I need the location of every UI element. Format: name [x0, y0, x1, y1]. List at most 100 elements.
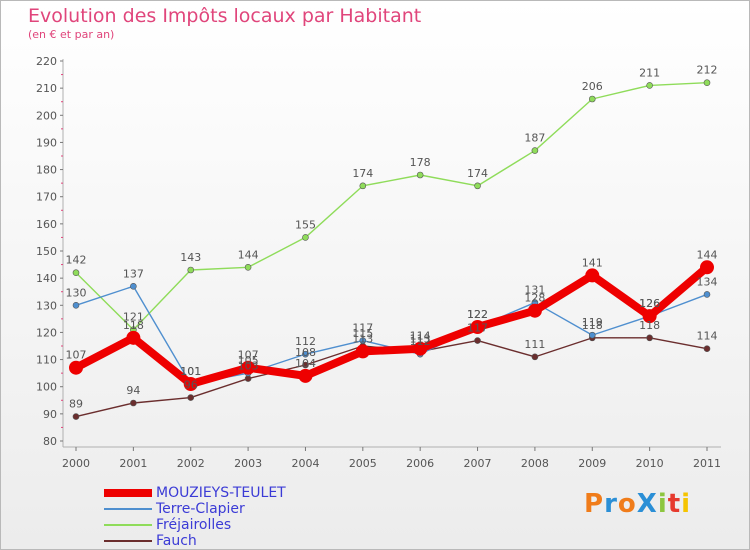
data-point	[359, 182, 367, 190]
data-label: 155	[295, 218, 316, 231]
proxiti-logo: ProXiti	[584, 489, 691, 519]
data-point	[646, 334, 653, 342]
data-point	[241, 360, 256, 375]
x-tick-label: 2001	[119, 457, 147, 470]
data-label: 108	[295, 346, 316, 359]
data-point	[531, 147, 539, 154]
data-point	[474, 337, 481, 344]
data-point	[187, 266, 195, 274]
data-label: 112	[410, 335, 431, 348]
data-point	[703, 79, 711, 87]
legend-swatch	[104, 489, 152, 497]
data-point	[298, 368, 313, 383]
data-label: 141	[582, 256, 603, 269]
data-label: 115	[352, 327, 373, 340]
data-label: 101	[180, 365, 201, 378]
logo-letter: P	[584, 489, 605, 519]
legend-item-fauch: Fauch	[104, 533, 286, 549]
data-label: 117	[467, 322, 488, 335]
data-point	[359, 337, 367, 344]
logo-letter: i	[657, 489, 668, 519]
data-label: 111	[524, 338, 545, 351]
data-label: 113	[352, 332, 373, 345]
legend-item-terre-clapier: Terre-Clapier	[104, 501, 286, 517]
logo-letter: r	[604, 489, 618, 519]
data-label: 107	[238, 349, 259, 362]
data-point	[703, 291, 711, 298]
x-tick-label: 2007	[464, 457, 492, 470]
logo-letter: X	[636, 489, 658, 519]
data-point	[703, 345, 711, 353]
data-point	[244, 263, 252, 271]
y-tick-label: 90	[43, 408, 57, 421]
data-label: 118	[123, 319, 144, 332]
logo-letter: i	[681, 489, 692, 519]
data-label: 212	[697, 64, 718, 77]
data-label: 128	[524, 292, 545, 305]
data-point	[585, 268, 600, 283]
data-point	[700, 260, 714, 275]
data-label: 101	[180, 365, 201, 378]
legend-label: Fauch	[156, 533, 197, 549]
chart-title: Evolution des Impôts locaux par Habitant	[28, 5, 422, 27]
data-point	[72, 301, 80, 309]
y-tick-label: 160	[36, 218, 57, 231]
series-line	[75, 82, 708, 331]
y-tick-label: 180	[36, 164, 57, 177]
legend-swatch	[104, 524, 152, 526]
data-point	[130, 282, 137, 290]
data-point	[642, 309, 657, 324]
data-label: 114	[697, 330, 718, 343]
x-tick-label: 2003	[234, 457, 262, 470]
y-tick-label: 220	[36, 55, 57, 68]
legend-label: Terre-Clapier	[156, 501, 245, 517]
data-label: 94	[126, 384, 140, 397]
data-label: 121	[123, 311, 144, 324]
data-point	[183, 377, 198, 391]
data-label: 178	[410, 156, 431, 169]
data-label: 143	[180, 251, 201, 264]
x-tick-label: 2002	[177, 457, 205, 470]
data-label: 103	[238, 360, 259, 373]
logo-letter: t	[667, 489, 682, 519]
data-label: 107	[66, 349, 87, 362]
data-point	[302, 234, 309, 241]
data-label: 112	[295, 335, 316, 348]
data-point	[416, 171, 424, 179]
data-label: 117	[352, 322, 373, 335]
data-label: 142	[66, 254, 87, 267]
data-label: 118	[582, 319, 603, 332]
legend-label: Fréjairolles	[156, 517, 232, 533]
data-point	[302, 350, 309, 358]
data-point	[302, 361, 309, 369]
logo-letter: o	[617, 489, 637, 519]
series-line	[72, 263, 711, 388]
data-label: 137	[123, 267, 144, 280]
data-label: 104	[295, 357, 316, 370]
data-label: 119	[582, 316, 603, 329]
data-label: 126	[639, 297, 660, 310]
data-point	[531, 353, 539, 361]
data-point	[470, 320, 485, 334]
data-label: 89	[69, 398, 83, 411]
data-point	[72, 269, 80, 277]
data-point	[355, 344, 370, 359]
y-tick-label: 140	[36, 272, 57, 285]
y-tick-label: 80	[43, 435, 57, 448]
data-point	[588, 331, 596, 339]
x-tick-label: 2011	[693, 457, 721, 470]
data-label: 96	[184, 379, 198, 392]
data-label: 174	[467, 167, 488, 180]
x-tick-label: 2000	[62, 457, 90, 470]
data-point	[244, 375, 252, 382]
x-tick-label: 2004	[291, 457, 319, 470]
legend-swatch	[104, 508, 152, 510]
data-label: 206	[582, 80, 603, 93]
data-point	[69, 360, 83, 375]
data-label: 131	[524, 284, 545, 297]
data-label: 130	[66, 286, 87, 299]
data-point	[527, 303, 542, 318]
chart-subtitle: (en € et par an)	[28, 28, 115, 41]
